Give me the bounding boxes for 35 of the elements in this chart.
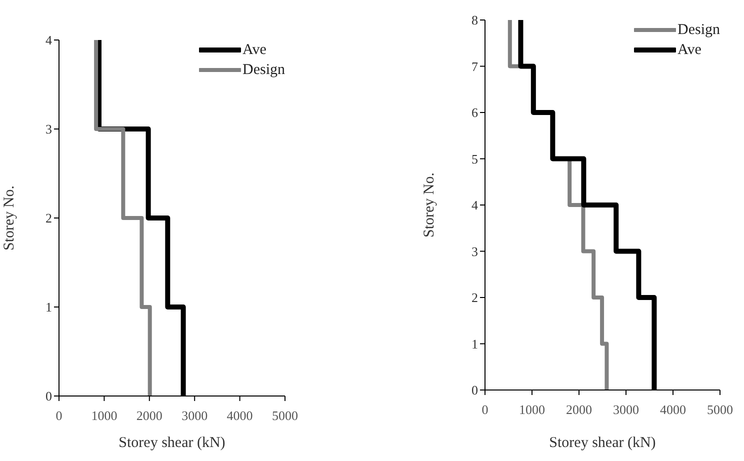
y-tick-label: 1 xyxy=(472,336,478,352)
y-tick-label: 1 xyxy=(46,300,52,315)
legend-label: Ave xyxy=(678,41,702,60)
y-axis-title: Storey No. xyxy=(1,186,18,250)
x-tick-label: 3000 xyxy=(613,402,639,418)
x-tick-label: 0 xyxy=(56,408,62,424)
y-tick-label: 0 xyxy=(46,388,52,404)
x-tick-label: 5000 xyxy=(272,408,298,424)
x-tick-label: 2000 xyxy=(566,402,592,418)
x-tick-label: 4000 xyxy=(660,402,686,418)
x-tick-label: 1000 xyxy=(519,402,545,418)
y-tick-label: 4 xyxy=(472,198,478,213)
x-tick-label: 5000 xyxy=(707,402,733,418)
y-tick-label: 7 xyxy=(472,58,478,74)
y-tick-label: 5 xyxy=(472,151,478,166)
y-tick-label: 3 xyxy=(46,122,52,137)
x-tick-label: 2000 xyxy=(136,408,162,424)
line-series xyxy=(94,40,152,396)
legend-label: Design xyxy=(678,21,720,40)
x-tick-label: 0 xyxy=(482,402,488,418)
legend-label: Ave xyxy=(242,41,266,60)
y-tick-label: 4 xyxy=(46,32,52,48)
y-tick-label: 6 xyxy=(472,105,478,120)
y-tick-label: 0 xyxy=(472,382,478,398)
y-tick-label: 2 xyxy=(472,290,478,306)
y-tick-label: 3 xyxy=(472,244,478,259)
y-tick-label: 8 xyxy=(472,12,478,28)
y-axis-title: Storey No. xyxy=(421,172,438,238)
x-axis-title: Storey shear (kN) xyxy=(549,435,656,451)
legend-label: Design xyxy=(242,61,285,80)
y-tick-label: 2 xyxy=(46,210,52,226)
x-tick-label: 4000 xyxy=(226,408,253,424)
x-tick-label: 1000 xyxy=(91,408,118,424)
x-tick-label: 3000 xyxy=(182,408,208,424)
x-axis-title: Storey shear (kN) xyxy=(118,435,226,451)
